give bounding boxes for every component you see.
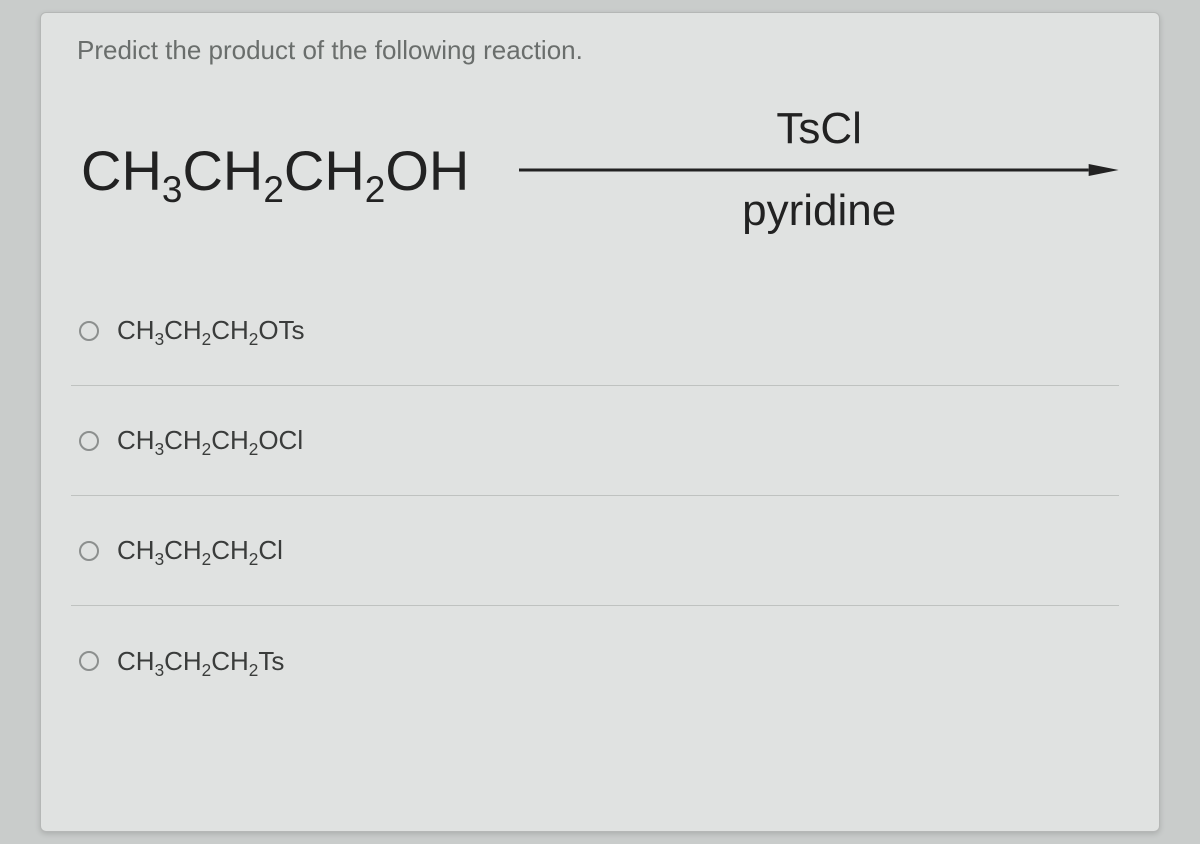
question-card: Predict the product of the following rea… <box>40 12 1160 832</box>
radio-button[interactable] <box>79 431 99 451</box>
reaction-arrow-icon <box>519 160 1119 180</box>
radio-button[interactable] <box>79 541 99 561</box>
radio-button[interactable] <box>79 651 99 671</box>
reaction-scheme: CH3CH2CH2OH TsCl pyridine <box>81 104 1119 236</box>
option-label: CH3CH2CH2OTs <box>117 315 305 346</box>
answer-option[interactable]: CH3CH2CH2OTs <box>71 276 1119 386</box>
answer-option[interactable]: CH3CH2CH2Cl <box>71 496 1119 606</box>
answer-options: CH3CH2CH2OTs CH3CH2CH2OCl CH3CH2CH2Cl CH… <box>71 276 1119 716</box>
reagent-below: pyridine <box>742 186 896 236</box>
answer-option[interactable]: CH3CH2CH2Ts <box>71 606 1119 716</box>
reactant-formula: CH3CH2CH2OH <box>81 138 469 203</box>
reagent-above: TsCl <box>776 104 862 154</box>
radio-button[interactable] <box>79 321 99 341</box>
question-prompt: Predict the product of the following rea… <box>77 35 1119 66</box>
option-label: CH3CH2CH2OCl <box>117 425 303 456</box>
option-label: CH3CH2CH2Ts <box>117 646 284 677</box>
reaction-conditions: TsCl pyridine <box>519 104 1119 236</box>
option-label: CH3CH2CH2Cl <box>117 535 283 566</box>
answer-option[interactable]: CH3CH2CH2OCl <box>71 386 1119 496</box>
